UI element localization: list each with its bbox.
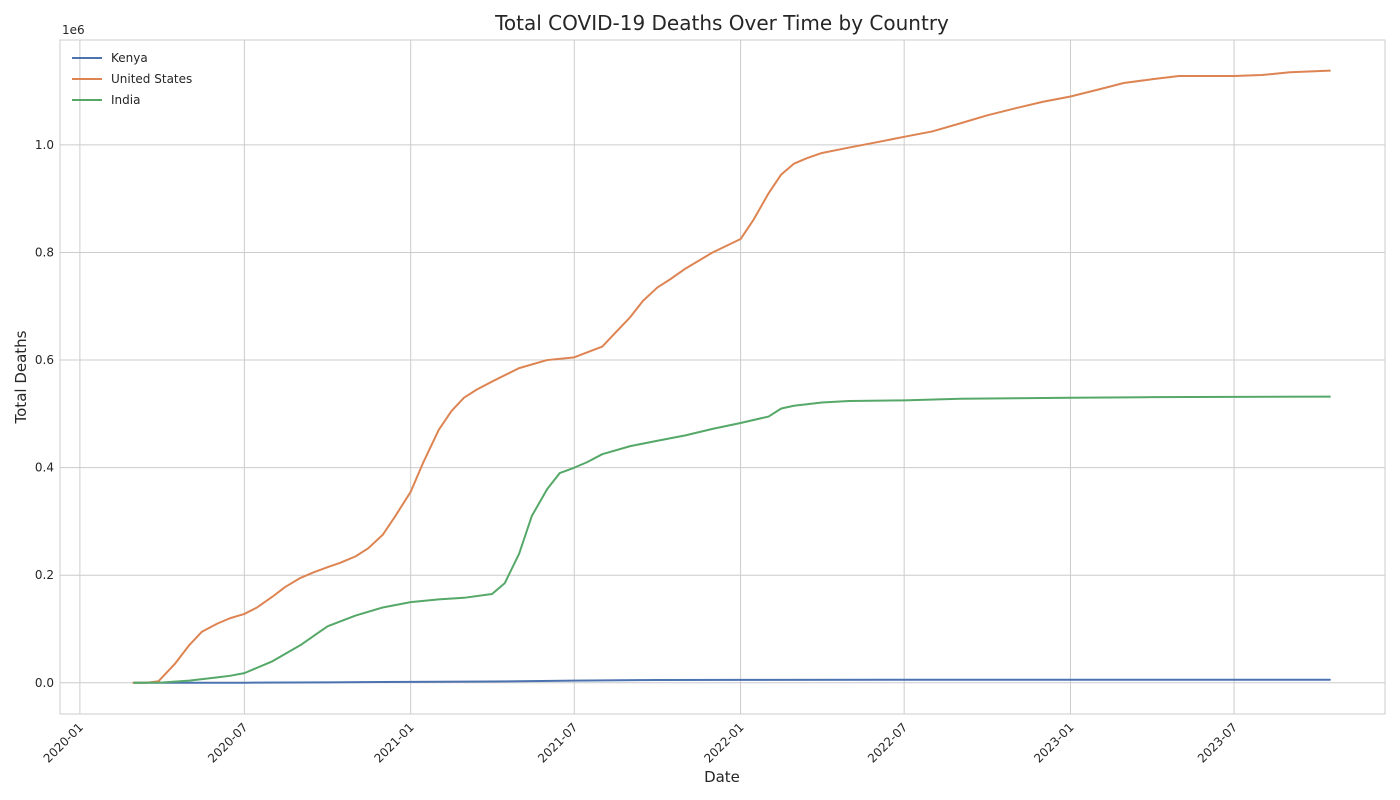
series-lines bbox=[132, 69, 1331, 684]
plot-area bbox=[59, 39, 1386, 715]
legend-label: Kenya bbox=[111, 51, 148, 65]
y-tick-label: 0.8 bbox=[35, 245, 54, 259]
x-axis-label: Date bbox=[704, 768, 740, 786]
y-tick-label: 0.2 bbox=[35, 568, 54, 582]
y-axis-offset-label: 1e6 bbox=[62, 23, 85, 37]
y-tick-label: 0.6 bbox=[35, 353, 54, 367]
y-axis-ticks: 0.0 0.2 0.4 0.6 0.8 1.0 bbox=[35, 138, 54, 690]
y-tick-label: 0.4 bbox=[35, 461, 54, 475]
legend: Kenya United States India bbox=[72, 51, 192, 107]
y-axis-label: Total Deaths bbox=[12, 330, 30, 424]
series-line-kenya bbox=[133, 678, 1331, 684]
legend-label: United States bbox=[111, 72, 192, 86]
legend-label: India bbox=[111, 93, 140, 107]
y-tick-label: 0.0 bbox=[35, 676, 54, 690]
chart-title: Total COVID-19 Deaths Over Time by Count… bbox=[494, 11, 949, 35]
series-line-united-states bbox=[132, 69, 1331, 684]
y-tick-label: 1.0 bbox=[35, 138, 54, 152]
series-line-india bbox=[133, 395, 1331, 684]
